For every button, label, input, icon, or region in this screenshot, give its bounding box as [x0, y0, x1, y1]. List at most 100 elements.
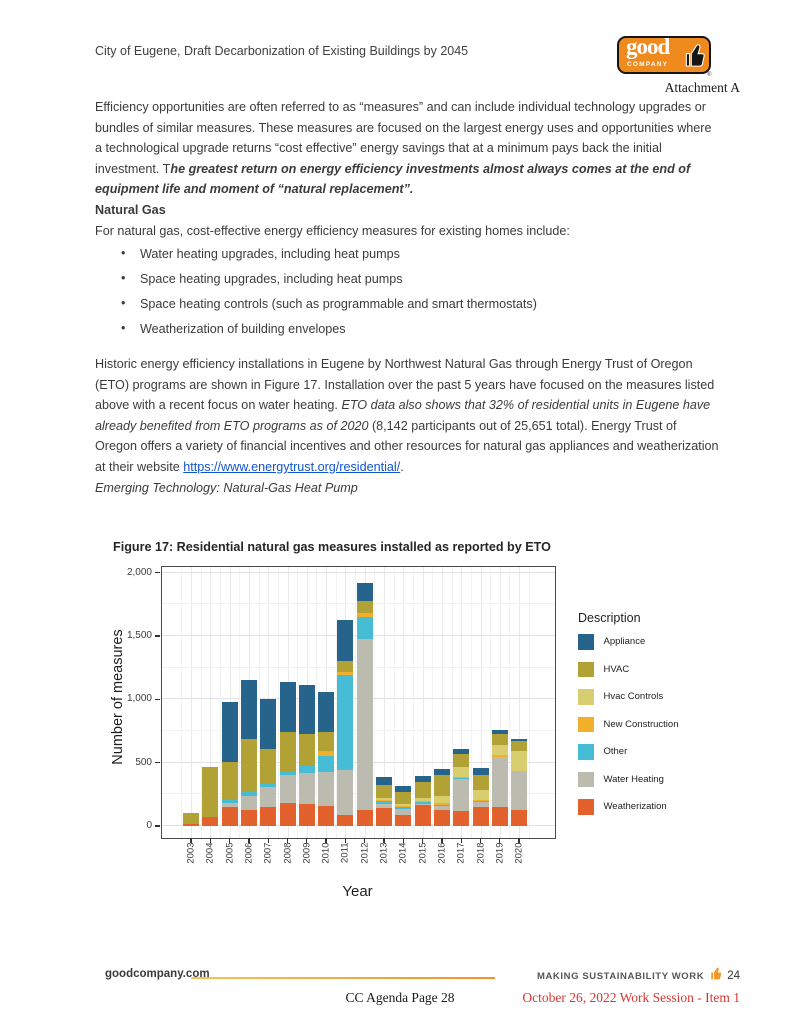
x-axis-tick — [209, 838, 211, 843]
legend-label: HVAC — [603, 663, 630, 675]
x-axis-tick — [228, 838, 231, 843]
bar-segment-weatherization — [298, 804, 315, 826]
historic-italic: ETO data also shows that 32% of resident… — [95, 398, 711, 433]
bar-segment-water-heating — [260, 787, 277, 808]
x-axis-tick — [441, 838, 443, 843]
x-axis-tick — [479, 838, 482, 843]
legend-label: Weatherization — [603, 801, 667, 813]
gridline-vertical-minor — [393, 567, 395, 838]
bar-segment-other — [298, 765, 315, 773]
document-header-title: City of Eugene, Draft Decarbonization of… — [95, 44, 469, 58]
legend-item: Appliance — [578, 634, 678, 650]
x-axis-tick-label: 2013 — [378, 842, 390, 864]
gridline-vertical-minor — [258, 567, 260, 838]
bar-segment-water-heating — [472, 801, 489, 808]
gridline-vertical-minor — [219, 567, 221, 838]
y-axis-tick — [155, 762, 160, 764]
bar-segment-new-construction — [491, 755, 508, 758]
bar-segment-hvac-controls — [491, 744, 508, 756]
bar-segment-water-heating — [491, 757, 508, 808]
y-axis-tick-label: 1,500 — [126, 630, 152, 642]
bar-segment-other — [279, 771, 296, 776]
legend-label: New Construction — [603, 718, 679, 730]
emerging-technology-line: Emerging Technology: Natural-Gas Heat Pu… — [95, 480, 358, 495]
bar-segment-appliance — [337, 619, 354, 662]
x-axis-tick — [267, 838, 269, 843]
bar-segment-appliance — [491, 730, 508, 735]
legend-items: Appliance HVAC Hvac Controls New Constructi… — [578, 634, 678, 815]
x-axis-tick — [518, 838, 520, 843]
bar-segment-water-heating — [395, 808, 412, 815]
chart-panel: 0 500 1,000 1,500 2,000 2003 2004 2005 2006 2007 2… — [127, 566, 556, 864]
list-item-text: Water heating upgrades, including heat p… — [140, 247, 400, 262]
x-axis-tick-label: 2012 — [359, 842, 371, 864]
measures-list: • Water heating upgrades, including heat … — [95, 244, 719, 340]
bar-segment-appliance — [240, 680, 257, 740]
bar-segment-other — [414, 802, 431, 805]
bar-segment-weatherization — [453, 811, 470, 826]
bar-segment-weatherization — [491, 807, 508, 826]
gridline-vertical — [422, 567, 424, 838]
gridline-vertical — [403, 567, 405, 838]
bar-segment-weatherization — [221, 807, 238, 826]
figure-title: Figure 17: Residential natural gas measu… — [113, 540, 551, 554]
bar-segment-hvac-controls — [414, 797, 431, 801]
bar-segment-hvac-controls — [376, 798, 392, 801]
bar-segment-hvac — [260, 748, 277, 785]
bar-segment-weatherization — [183, 824, 199, 826]
bar-segment-hvac — [472, 774, 489, 790]
legend-label: Water Heating — [603, 773, 664, 785]
bar-segment-weatherization — [202, 816, 219, 826]
bar-segment-other — [395, 807, 412, 809]
legend-swatch — [578, 744, 594, 760]
bar-segment-appliance — [511, 738, 528, 742]
legend-title: Description — [578, 611, 641, 625]
bar-segment-hvac — [221, 762, 238, 801]
bar-segment-hvac — [337, 661, 354, 673]
y-axis-tick-label: 500 — [135, 756, 152, 768]
bar-segment-hvac-controls — [453, 767, 470, 777]
x-axis-tick-label: 2014 — [397, 842, 409, 864]
x-axis-tick — [286, 838, 289, 843]
bar-segment-weatherization — [356, 809, 373, 826]
bar-segment-weatherization — [472, 807, 489, 826]
bar-segment-new-construction — [433, 803, 450, 805]
legend-item: HVAC — [578, 661, 678, 677]
bar-segment-new-construction — [337, 672, 354, 676]
bar-segment-new-construction — [472, 799, 489, 802]
gridline-vertical-minor — [470, 567, 472, 838]
bar-segment-appliance — [260, 699, 277, 749]
x-axis-tick-label: 2017 — [455, 842, 467, 864]
footer-tagline: MAKING SUSTAINABILITY WORK — [536, 970, 705, 982]
legend-item: New Construction — [578, 716, 679, 732]
x-axis-tick — [421, 838, 424, 843]
x-axis-tick-label: 2007 — [262, 842, 274, 864]
footer-session: October 26, 2022 Work Session - Item 1 — [522, 990, 740, 1005]
body-text: Efficiency opportunities are often refer… — [95, 97, 719, 498]
bullet-icon: • — [121, 321, 126, 336]
gridline-vertical-minor — [277, 567, 279, 838]
bar-segment-hvac — [433, 775, 450, 796]
gridline-vertical-minor — [200, 567, 202, 838]
bar-segment-water-heating — [221, 803, 238, 808]
energytrust-link[interactable]: https://www.energytrust.org/residential/ — [183, 460, 401, 474]
bullet-icon: • — [121, 246, 126, 261]
bar-segment-other — [260, 784, 277, 788]
legend-label: Appliance — [603, 636, 646, 648]
historic-plain-3: . — [400, 460, 404, 474]
bar-segment-appliance — [414, 776, 431, 782]
gridline-vertical — [480, 567, 482, 838]
y-axis-tick-label: 1,000 — [126, 693, 152, 705]
bar-segment-hvac-controls — [395, 803, 412, 806]
y-axis-tick — [155, 825, 160, 827]
bar-segment-weatherization — [279, 802, 296, 826]
bar-segment-other — [472, 801, 489, 802]
gridline-vertical-minor — [335, 567, 337, 838]
bar-segment-hvac — [453, 754, 470, 768]
bar-segment-hvac — [511, 741, 528, 751]
bar-segment-other — [337, 675, 354, 771]
list-item: • Space heating controls (such as program… — [95, 294, 719, 315]
gridline-vertical-minor — [355, 567, 357, 838]
x-axis-tick — [325, 838, 327, 843]
bar-segment-weatherization — [433, 809, 450, 826]
